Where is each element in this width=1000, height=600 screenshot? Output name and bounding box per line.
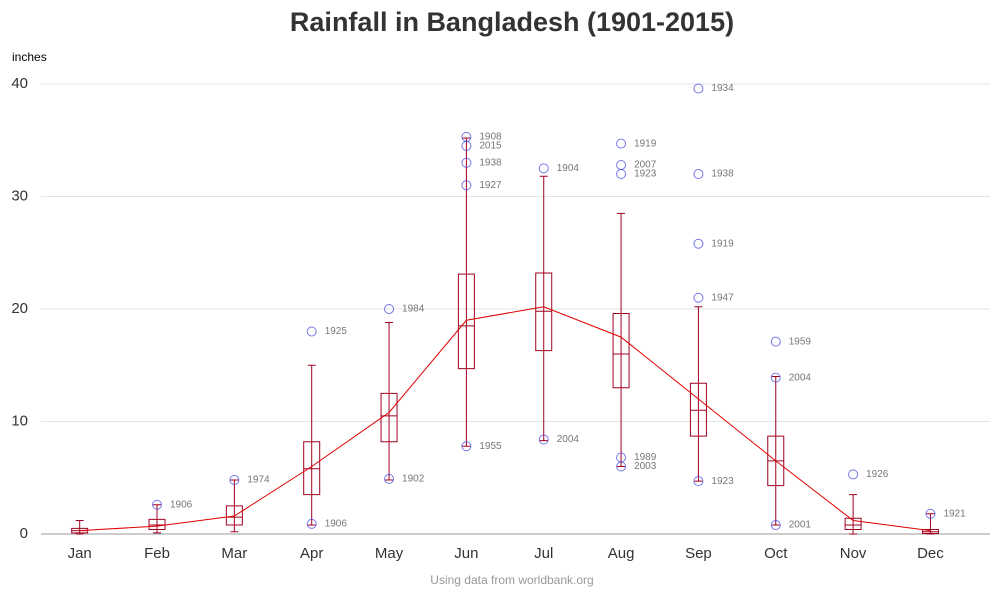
point-label: 1938 (479, 157, 502, 168)
box (844, 517, 862, 530)
x-tick-label: Jun (454, 545, 478, 562)
point-label: 2004 (789, 372, 812, 383)
mean-line (79, 306, 931, 532)
point (616, 138, 627, 149)
point (538, 434, 549, 445)
point (616, 169, 627, 179)
point-label: 1947 (711, 292, 734, 303)
point (693, 238, 704, 249)
point (461, 441, 472, 452)
x-tick-label: Nov (840, 545, 867, 562)
point (848, 469, 859, 480)
point-label: 2015 (479, 141, 502, 152)
point (306, 326, 317, 337)
point-label: 1934 (711, 83, 734, 94)
point (229, 475, 240, 485)
point-label: 1919 (711, 238, 734, 249)
x-tick-label: Apr (300, 545, 323, 562)
box (535, 272, 553, 352)
y-tick-label: 40 (11, 75, 28, 92)
x-tick-label: Sep (685, 545, 712, 562)
y-tick-label: 30 (11, 187, 28, 204)
box (225, 505, 243, 526)
y-tick-label: 10 (11, 412, 28, 429)
point (693, 83, 704, 94)
point (693, 292, 704, 303)
point-label: 1923 (711, 476, 734, 487)
point-label: 1906 (170, 499, 193, 510)
x-tick-label: Feb (144, 545, 170, 562)
point-label: 1919 (634, 138, 657, 149)
point (770, 520, 781, 530)
point (693, 169, 704, 179)
point-label: 2001 (789, 520, 812, 531)
x-tick-label: May (375, 545, 404, 562)
point (616, 160, 627, 170)
point (925, 508, 936, 519)
point (384, 304, 395, 314)
point-label: 1984 (402, 304, 425, 315)
point-label: 1974 (247, 475, 270, 486)
y-axis-label: inches (12, 50, 47, 64)
box (303, 441, 321, 496)
point (770, 372, 781, 383)
point-label: 1904 (557, 163, 580, 174)
point (384, 473, 395, 484)
point-label: 2007 (634, 160, 657, 171)
x-tick-label: Oct (764, 545, 788, 562)
point-label: 1926 (866, 469, 889, 480)
point (693, 476, 704, 487)
x-tick-label: Dec (917, 545, 944, 562)
point (461, 140, 472, 151)
x-tick-label: Mar (221, 545, 247, 562)
point (461, 157, 472, 168)
point-label: 1927 (479, 180, 502, 191)
point-label: 1908 (479, 132, 502, 143)
y-tick-label: 0 (20, 525, 28, 542)
point-label: 1925 (325, 326, 348, 337)
x-tick-label: Jul (534, 545, 553, 562)
point-label: 1906 (325, 519, 348, 530)
point-label: 1955 (479, 441, 502, 452)
point-label: 1902 (402, 474, 425, 485)
point-label: 1989 (634, 452, 657, 463)
point (538, 163, 549, 174)
point-label: 1923 (634, 169, 657, 180)
x-tick-label: Aug (608, 545, 635, 562)
y-tick-label: 20 (11, 300, 28, 317)
box (612, 313, 630, 389)
point-label: 1938 (711, 169, 734, 180)
point (152, 499, 163, 510)
point (461, 180, 472, 191)
box (148, 518, 166, 530)
x-tick-label: Jan (68, 545, 92, 562)
footnote: Using data from worldbank.org (430, 573, 593, 587)
point-label: 2004 (557, 434, 580, 445)
point-label: 2003 (634, 461, 657, 472)
chart-title: Rainfall in Bangladesh (1901-2015) (290, 7, 734, 37)
box (457, 273, 475, 370)
point (770, 336, 781, 347)
point (616, 461, 627, 472)
point (306, 518, 317, 529)
point-label: 1921 (943, 508, 966, 519)
point-label: 1959 (789, 336, 812, 347)
box (689, 382, 707, 437)
